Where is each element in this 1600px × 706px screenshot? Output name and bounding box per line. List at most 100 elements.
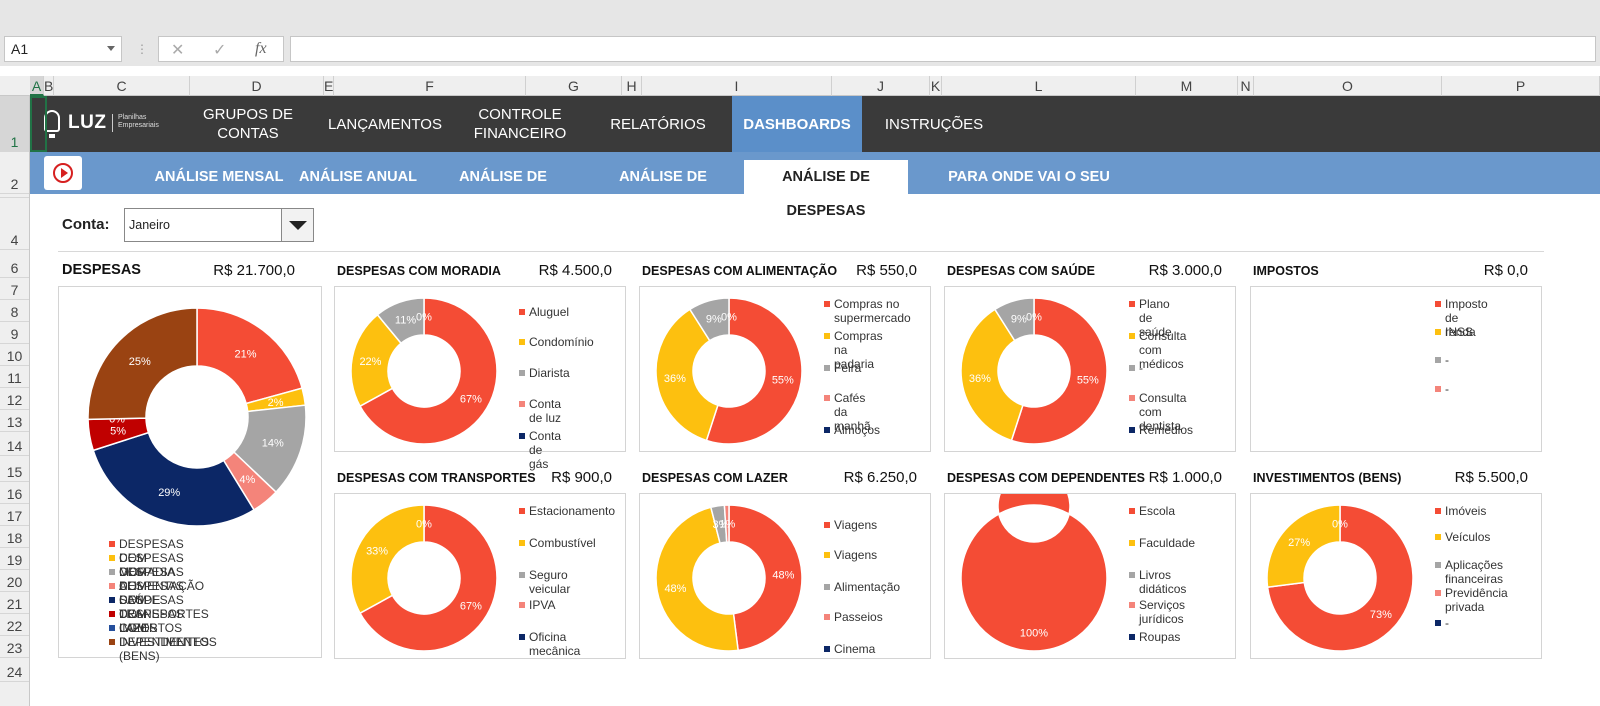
row-header-14[interactable]: 14 xyxy=(0,432,29,456)
tab-analise-mensal[interactable]: ANÁLISE MENSAL xyxy=(154,169,284,185)
panel-donut-chart: 55% 36% 9% 0% xyxy=(960,297,1108,445)
legend-swatch xyxy=(519,508,525,514)
row-header-12[interactable]: 12 xyxy=(0,388,29,410)
donut-slice xyxy=(655,308,719,442)
column-header-c[interactable]: C xyxy=(54,76,190,96)
row-header-7[interactable]: 7 xyxy=(0,278,29,300)
column-header-k[interactable]: K xyxy=(930,76,942,96)
row-header-21[interactable]: 21 xyxy=(0,592,29,614)
legend-label: - xyxy=(1445,616,1449,630)
logo-divider xyxy=(112,114,113,132)
panel-chart-box: 73% 27% 0% Imóveis Veículos Aplicações financ… xyxy=(1250,493,1542,659)
nav-dashboards[interactable]: DASHBOARDS xyxy=(732,96,862,152)
chevron-down-icon[interactable] xyxy=(107,46,115,51)
row-header-18[interactable]: 18 xyxy=(0,526,29,548)
row-header-20[interactable]: 20 xyxy=(0,570,29,592)
tab-para-onde-vai[interactable]: PARA ONDE VAI O SEU DINHEIRO xyxy=(948,169,1110,219)
row-header-1[interactable]: 1 xyxy=(0,96,29,152)
insert-function-icon[interactable]: fx xyxy=(255,40,267,57)
row-header-2[interactable]: 2 xyxy=(0,152,29,194)
formula-input[interactable] xyxy=(290,36,1596,62)
row-header-19[interactable]: 19 xyxy=(0,548,29,570)
legend-item: Estacionamento xyxy=(519,504,615,518)
row-header-4[interactable]: 4 xyxy=(0,198,29,250)
legend-item: IMPOSTOS xyxy=(109,621,182,635)
legend-label: - xyxy=(1445,353,1449,367)
confirm-icon[interactable]: ✓ xyxy=(213,42,227,59)
column-header-e[interactable]: E xyxy=(324,76,334,96)
tab-analise-de-contas[interactable]: ANÁLISE DE CONTAS xyxy=(459,169,547,219)
panel-title: INVESTIMENTOS (BENS) xyxy=(1253,471,1402,485)
legend-label: Aplicações financeiras xyxy=(1445,558,1504,586)
data-label: 0% xyxy=(416,312,432,324)
tab-analise-de-despesas[interactable]: ANÁLISE DE DESPESAS xyxy=(744,160,908,219)
row-header-8[interactable]: 8 xyxy=(0,300,29,322)
legend-swatch xyxy=(824,614,830,620)
legend-swatch xyxy=(519,401,525,407)
column-header-j[interactable]: J xyxy=(832,76,930,96)
donut-slice xyxy=(87,307,198,421)
legend-swatch xyxy=(109,597,115,603)
legend-swatch xyxy=(519,602,525,608)
row-header-16[interactable]: 16 xyxy=(0,482,29,504)
column-header-b[interactable]: B xyxy=(44,76,54,96)
legend-label: DESPESAS COM DEPENDENTES xyxy=(119,607,210,649)
drag-handle-icon[interactable]: ⋮ xyxy=(136,42,148,56)
legend-item: DESPESAS COM ALIMENTAÇÃO xyxy=(109,551,204,593)
row-header-10[interactable]: 10 xyxy=(0,344,29,366)
data-label: 11% xyxy=(395,315,416,327)
row-header-22[interactable]: 22 xyxy=(0,614,29,636)
column-header-h[interactable]: H xyxy=(622,76,642,96)
tab-analise-de-receitas[interactable]: ANÁLISE DE RECEITAS xyxy=(619,169,707,219)
column-header-g[interactable]: G xyxy=(526,76,622,96)
donut-slice xyxy=(359,504,498,652)
legend-item: Plano de saúde xyxy=(1129,297,1172,339)
legend-swatch xyxy=(824,301,830,307)
name-box[interactable]: A1 xyxy=(4,36,122,62)
column-header-m[interactable]: M xyxy=(1136,76,1238,96)
column-header-i[interactable]: I xyxy=(642,76,832,96)
row-header-11[interactable]: 11 xyxy=(0,366,29,388)
nav-relatorios[interactable]: RELATÓRIOS xyxy=(610,115,706,133)
row-header-6[interactable]: 6 xyxy=(0,250,29,278)
legend-item: Alimentação xyxy=(824,580,900,594)
column-header-p[interactable]: P xyxy=(1442,76,1600,96)
data-label: 0% xyxy=(1332,519,1348,531)
panel-title: DESPESAS COM LAZER xyxy=(642,471,788,485)
nav-lancamentos[interactable]: LANÇAMENTOS xyxy=(328,115,442,133)
column-header-o[interactable]: O xyxy=(1254,76,1442,96)
column-header-d[interactable]: D xyxy=(190,76,324,96)
data-label: 0% xyxy=(1026,312,1042,324)
panel-total: R$ 5.500,0 xyxy=(1454,469,1528,486)
nav-controle-financeiro[interactable]: CONTROLE FINANCEIRO xyxy=(473,106,567,142)
chevron-down-icon[interactable] xyxy=(281,209,313,241)
tab-analise-anual[interactable]: ANÁLISE ANUAL xyxy=(299,169,417,185)
row-header-15[interactable]: 15 xyxy=(0,456,29,482)
legend-item: Consulta com médicos xyxy=(1129,329,1186,371)
column-header-f[interactable]: F xyxy=(334,76,526,96)
column-header-a[interactable]: A xyxy=(30,76,44,96)
legend-swatch xyxy=(519,370,525,376)
nav-instrucoes[interactable]: INSTRUÇÕES xyxy=(884,115,984,133)
legend-label: Conta de gás xyxy=(529,429,562,471)
row-header-3[interactable] xyxy=(0,194,29,198)
column-header-n[interactable]: N xyxy=(1238,76,1254,96)
legend-item: Roupas xyxy=(1129,630,1180,644)
legend-item: Livros didáticos xyxy=(1129,568,1186,596)
nav-grupos-de-contas[interactable]: GRUPOS DE CONTAS xyxy=(202,106,293,142)
row-header-13[interactable]: 13 xyxy=(0,410,29,432)
column-header-l[interactable]: L xyxy=(942,76,1136,96)
row-header-9[interactable]: 9 xyxy=(0,322,29,344)
legend-swatch xyxy=(1129,602,1135,608)
legend-label: Conta de luz xyxy=(529,397,562,425)
play-video-button[interactable] xyxy=(44,156,82,190)
row-header-24[interactable]: 24 xyxy=(0,658,29,682)
legend-label: IPVA xyxy=(529,598,556,612)
cancel-icon[interactable]: ✕ xyxy=(171,42,185,59)
row-header-23[interactable]: 23 xyxy=(0,636,29,658)
row-header-17[interactable]: 17 xyxy=(0,504,29,526)
legend-label: Combustível xyxy=(529,536,596,550)
name-box-value: A1 xyxy=(11,41,29,57)
legend-label: - xyxy=(1139,361,1143,375)
conta-select[interactable]: Janeiro xyxy=(124,208,314,242)
